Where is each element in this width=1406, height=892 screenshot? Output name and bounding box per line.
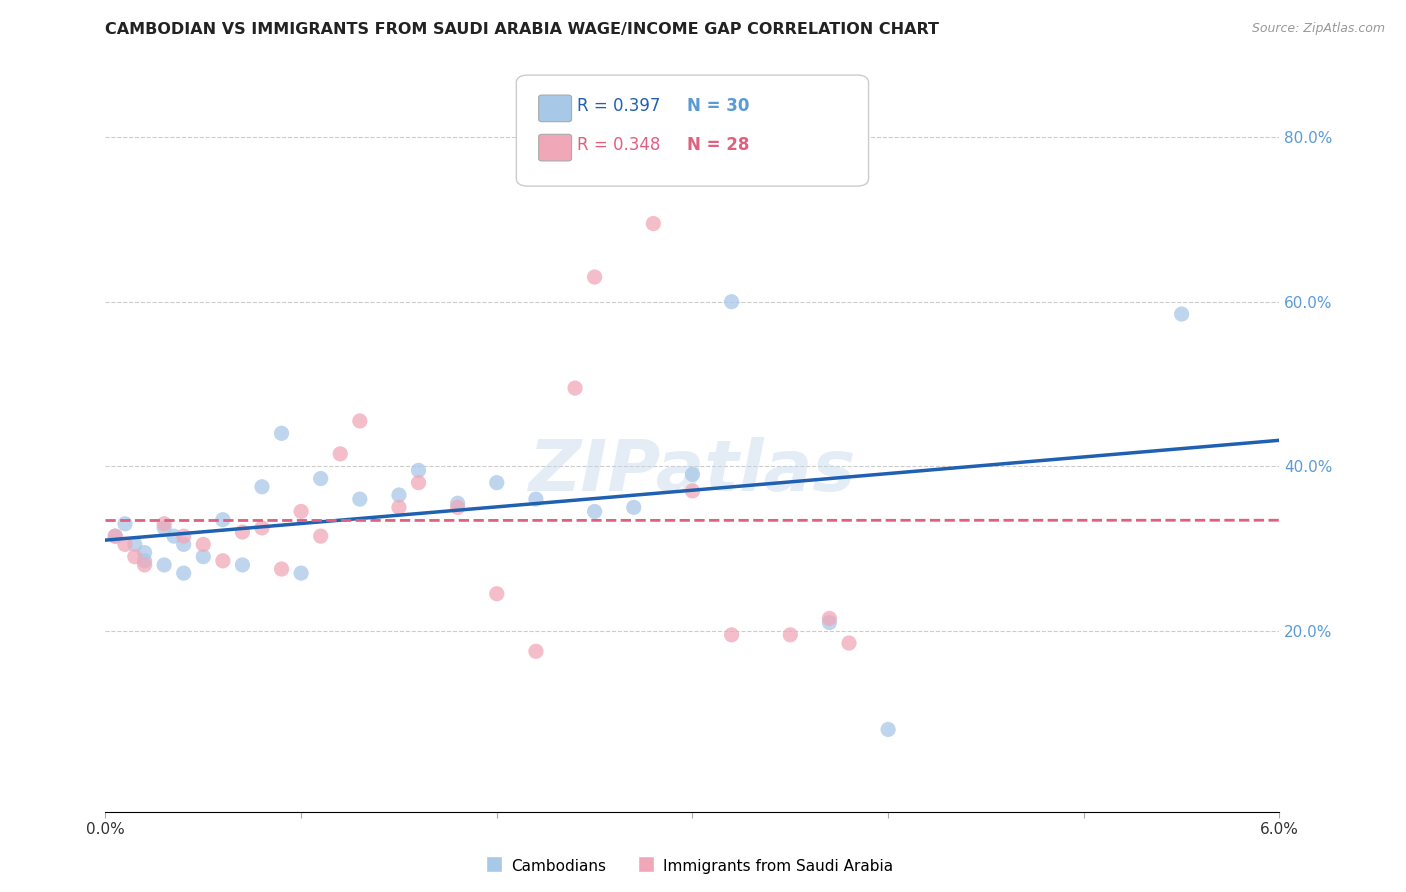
Point <box>485 587 508 601</box>
FancyBboxPatch shape <box>538 95 571 121</box>
Point <box>211 554 233 568</box>
Point <box>124 549 146 564</box>
Point <box>104 529 127 543</box>
Point <box>134 545 156 560</box>
Point <box>173 566 195 581</box>
Point <box>485 475 508 490</box>
Point <box>524 644 547 658</box>
Point <box>153 516 176 531</box>
Point <box>134 558 156 572</box>
FancyBboxPatch shape <box>516 75 869 186</box>
Point <box>193 549 215 564</box>
Point <box>779 628 801 642</box>
Text: N = 28: N = 28 <box>686 136 749 154</box>
Point <box>408 475 430 490</box>
Point <box>643 217 665 231</box>
Point <box>270 562 292 576</box>
Point <box>173 529 195 543</box>
Point <box>682 467 704 482</box>
Point <box>290 504 312 518</box>
Point <box>524 492 547 507</box>
Point <box>583 504 606 518</box>
Text: N = 30: N = 30 <box>686 97 749 115</box>
Point <box>682 483 704 498</box>
Point <box>838 636 860 650</box>
Point <box>818 611 841 625</box>
Point <box>231 524 253 539</box>
Point <box>388 488 411 502</box>
Text: CAMBODIAN VS IMMIGRANTS FROM SAUDI ARABIA WAGE/INCOME GAP CORRELATION CHART: CAMBODIAN VS IMMIGRANTS FROM SAUDI ARABI… <box>105 22 939 37</box>
FancyBboxPatch shape <box>538 135 571 161</box>
Point <box>309 471 332 485</box>
Text: ZIPatlas: ZIPatlas <box>529 437 856 506</box>
Text: Source: ZipAtlas.com: Source: ZipAtlas.com <box>1251 22 1385 36</box>
Point <box>290 566 312 581</box>
Point <box>583 270 606 285</box>
Point <box>250 521 273 535</box>
Point <box>388 500 411 515</box>
Point <box>114 537 136 551</box>
Point <box>877 723 900 737</box>
Point <box>447 500 470 515</box>
Legend: Cambodians, Immigrants from Saudi Arabia: Cambodians, Immigrants from Saudi Arabia <box>479 852 898 880</box>
Point <box>564 381 586 395</box>
Point <box>104 529 127 543</box>
Point <box>231 558 253 572</box>
Point <box>309 529 332 543</box>
Point <box>193 537 215 551</box>
Point <box>408 463 430 477</box>
Point <box>124 537 146 551</box>
Point <box>1170 307 1192 321</box>
Point <box>720 628 742 642</box>
Point <box>153 521 176 535</box>
Text: R = 0.397: R = 0.397 <box>578 97 661 115</box>
Point <box>114 516 136 531</box>
Point <box>349 492 371 507</box>
Point <box>623 500 645 515</box>
Point <box>173 537 195 551</box>
Point <box>349 414 371 428</box>
Point <box>720 294 742 309</box>
Text: R = 0.348: R = 0.348 <box>578 136 661 154</box>
Point <box>134 554 156 568</box>
Point <box>250 480 273 494</box>
Point <box>153 558 176 572</box>
Point <box>211 513 233 527</box>
Point <box>447 496 470 510</box>
Point <box>270 426 292 441</box>
Point <box>818 615 841 630</box>
Point <box>163 529 186 543</box>
Point <box>329 447 352 461</box>
